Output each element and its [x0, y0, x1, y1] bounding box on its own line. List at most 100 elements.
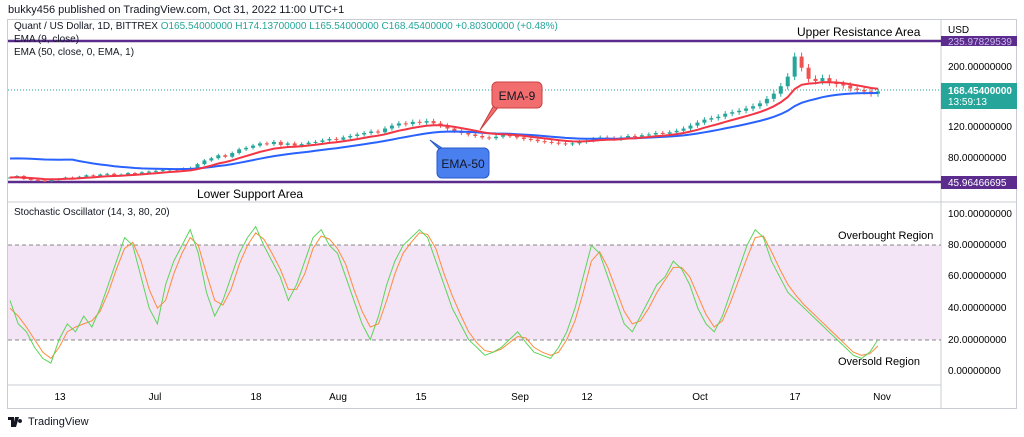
stoch-tick: 40.00000000 — [948, 303, 1007, 314]
candle-body — [494, 136, 499, 139]
candle-body — [292, 143, 297, 146]
candle-body — [237, 149, 242, 154]
candle-body — [334, 138, 339, 140]
candle-body — [473, 134, 478, 136]
candle-body — [417, 121, 422, 123]
price-tick: 200.00000000 — [948, 62, 1012, 73]
candle-body — [757, 103, 762, 107]
tradingview-logo-icon — [8, 417, 24, 427]
candle-body — [42, 180, 47, 182]
candle-body — [737, 110, 742, 113]
time-label: Jul — [149, 392, 162, 403]
support-price-tag — [941, 176, 1017, 189]
stoch-d-line[interactable] — [9, 232, 879, 360]
candle-body — [813, 78, 818, 82]
candle-body — [646, 134, 651, 136]
candle-body — [195, 164, 200, 168]
candle-body — [514, 135, 519, 138]
candle-body — [577, 141, 582, 144]
candle-body — [799, 56, 804, 68]
candle-body — [327, 138, 332, 141]
candle-body — [556, 142, 561, 144]
candle-body — [278, 141, 283, 145]
candle-body — [445, 125, 450, 129]
candle-body — [244, 147, 249, 150]
candle-body — [160, 170, 165, 172]
ema9-line[interactable] — [9, 81, 879, 181]
candle-body — [653, 132, 658, 135]
candle-body — [563, 143, 568, 145]
candle-body — [542, 141, 547, 143]
candle-body — [827, 78, 832, 83]
candle-body — [341, 137, 346, 140]
candle-body — [84, 175, 89, 177]
tradingview-brand: TradingView — [28, 416, 89, 428]
candle-body — [549, 141, 554, 143]
symbol-legend: Quant / US Dollar, 1D, BITTREX O165.5400… — [14, 21, 558, 32]
candle-body — [806, 67, 811, 79]
candle-body — [410, 121, 415, 125]
stoch-k-line[interactable] — [9, 225, 879, 364]
last-price-tag — [941, 83, 1017, 109]
candle-body — [209, 158, 214, 161]
candle-body — [126, 173, 131, 175]
stoch-legend[interactable]: Stochastic Oscillator (14, 3, 80, 20) — [14, 207, 170, 218]
time-label: Oct — [692, 392, 708, 403]
candle-body — [751, 106, 756, 109]
support-price-text: 45.96466695 — [948, 178, 1007, 189]
candle-body — [299, 144, 304, 146]
candle-body — [674, 130, 679, 133]
ema9-callout-label: EMA-9 — [499, 89, 536, 103]
candle-body — [257, 143, 262, 146]
candle-body — [362, 132, 367, 135]
ema50-line[interactable] — [9, 92, 879, 171]
candle-body — [487, 137, 492, 139]
candle-body — [480, 135, 485, 138]
time-label: Nov — [873, 392, 891, 403]
candle-body — [251, 145, 256, 148]
candle-body — [396, 123, 401, 126]
candle-body — [35, 179, 40, 181]
candle-body — [264, 143, 269, 145]
ema9-legend[interactable]: EMA (9, close) — [14, 34, 80, 45]
candle-body — [49, 179, 54, 182]
lower-support-label: Lower Support Area — [197, 187, 303, 201]
stoch-tick: 80.00000000 — [948, 240, 1007, 251]
candle-body — [792, 56, 797, 77]
candle-body — [723, 113, 728, 117]
candle-body — [660, 132, 665, 134]
candle-body — [348, 135, 353, 138]
stoch-tick: 0.00000000 — [948, 366, 1001, 377]
time-label: Sep — [511, 392, 529, 403]
last-price-text: 168.45400000 — [948, 86, 1012, 97]
oversold-label: Oversold Region — [838, 356, 920, 368]
stoch-tick: 20.00000000 — [948, 335, 1007, 346]
candle-body — [146, 171, 151, 173]
upper-price-tag-text: 235.97829539 — [948, 37, 1012, 48]
candle-body — [132, 173, 137, 175]
price-tick: 120.00000000 — [948, 122, 1012, 133]
candle-body — [355, 134, 360, 136]
candle-body — [230, 153, 235, 157]
candle-body — [764, 98, 769, 104]
candle-body — [452, 128, 457, 131]
candle-body — [632, 135, 637, 137]
ohlc-high: H174.13700000 — [235, 21, 307, 32]
ema9-callout: EMA-9 — [479, 81, 543, 131]
tradingview-footer[interactable]: TradingView — [8, 416, 89, 428]
stoch-band — [8, 245, 941, 340]
candle-body — [313, 141, 318, 143]
candle-body — [626, 135, 631, 138]
candle-body — [216, 155, 221, 159]
candle-body — [535, 139, 540, 142]
candle-body — [376, 131, 381, 133]
candle-body — [28, 179, 33, 181]
time-label: 17 — [789, 392, 801, 403]
candle-body — [709, 118, 714, 120]
candle-body — [306, 142, 311, 145]
candle-body — [403, 123, 408, 125]
candle-body — [271, 141, 276, 145]
ema50-legend[interactable]: EMA (50, close, 0, EMA, 1) — [14, 47, 135, 58]
candle-body — [744, 108, 749, 111]
